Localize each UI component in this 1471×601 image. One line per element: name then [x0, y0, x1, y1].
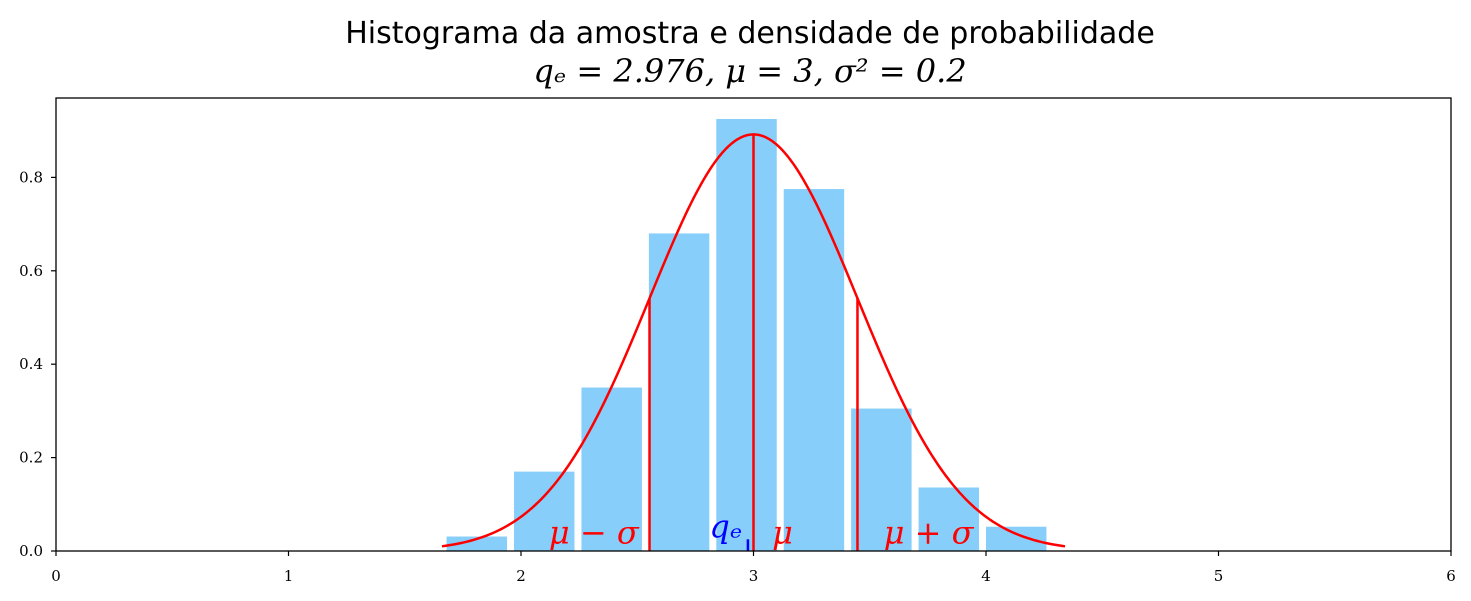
- histogram-bar: [783, 189, 845, 551]
- bars-layer: [446, 119, 1047, 551]
- axes-layer: 0 1 2 3 4 5 6 0.0 0.2 0.4 0.6 0.8: [19, 168, 1456, 585]
- annotation-label: qₑ: [709, 508, 742, 546]
- x-tick-label: 3: [749, 567, 759, 585]
- histogram-bar: [648, 233, 710, 551]
- y-tick-label: 0.2: [19, 449, 43, 467]
- lines-layer: [441, 133, 1066, 551]
- y-tick-label: 0.0: [19, 542, 43, 560]
- x-tick-label: 5: [1214, 567, 1224, 585]
- histogram-bar: [716, 119, 777, 551]
- histogram-bar: [918, 487, 980, 551]
- histogram-bar: [581, 387, 642, 551]
- chart-subtitle: qₑ = 2.976, μ = 3, σ² = 0.2: [533, 52, 966, 90]
- y-tick-label: 0.4: [19, 355, 43, 373]
- y-tick-label: 0.6: [19, 262, 43, 280]
- x-tick-label: 1: [284, 567, 294, 585]
- annotation-label: μ: [772, 513, 793, 551]
- annotations-layer: μ − σ qₑ μ μ + σ: [549, 508, 975, 552]
- x-tick-label: 4: [981, 567, 991, 585]
- x-tick-label: 6: [1446, 567, 1456, 585]
- y-tick-label: 0.8: [19, 168, 43, 186]
- annotation-label: μ − σ: [549, 513, 640, 551]
- chart-title: Histograma da amostra e densidade de pro…: [345, 16, 1155, 51]
- x-tick-label: 2: [516, 567, 526, 585]
- histogram-bar: [986, 526, 1047, 551]
- x-tick-label: 0: [51, 567, 61, 585]
- histogram-bar: [851, 408, 912, 551]
- annotation-label: μ + σ: [884, 513, 975, 551]
- histogram-bar: [514, 471, 575, 551]
- histogram-bar: [446, 536, 508, 551]
